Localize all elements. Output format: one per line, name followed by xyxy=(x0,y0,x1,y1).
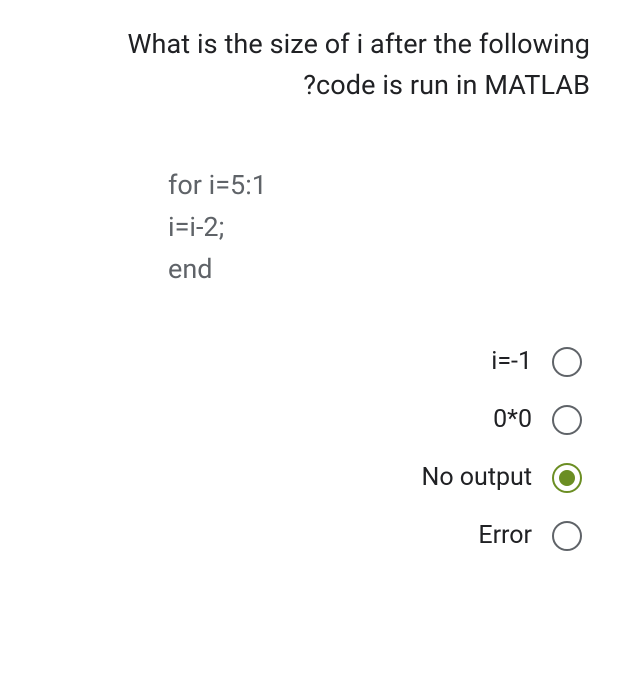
code-line-1: for i=5:1 xyxy=(168,165,590,207)
question-text: What is the size of i after the followin… xyxy=(28,24,590,105)
option-2[interactable]: 0*0 xyxy=(493,405,582,435)
option-2-label: 0*0 xyxy=(493,405,532,434)
option-3[interactable]: No output xyxy=(421,463,582,493)
code-block: for i=5:1 i=i-2; end xyxy=(168,165,590,291)
option-1-label: i=-1 xyxy=(491,347,532,376)
radio-unchecked-icon xyxy=(552,521,582,551)
radio-unchecked-icon xyxy=(552,347,582,377)
code-line-2: i=i-2; xyxy=(168,207,590,249)
option-4-label: Error xyxy=(478,521,532,550)
question-line-2: ?code is run in MATLAB xyxy=(28,65,590,106)
quiz-container: What is the size of i after the followin… xyxy=(0,0,618,571)
option-1[interactable]: i=-1 xyxy=(491,347,582,377)
code-line-3: end xyxy=(168,249,590,291)
options-group: i=-1 0*0 No output Error xyxy=(28,347,590,551)
radio-unchecked-icon xyxy=(552,405,582,435)
question-line-1: What is the size of i after the followin… xyxy=(28,24,590,65)
option-4[interactable]: Error xyxy=(478,521,582,551)
option-3-label: No output xyxy=(421,463,532,492)
radio-checked-icon xyxy=(552,463,582,493)
